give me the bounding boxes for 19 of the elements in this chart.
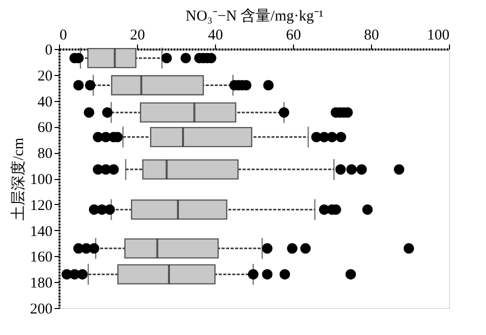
x-tick-label: 40 bbox=[208, 28, 223, 44]
y-axis-title: 土层深度/cm bbox=[10, 137, 27, 220]
y-tick-label: 160 bbox=[30, 250, 52, 266]
y-tick-label: 80 bbox=[38, 146, 52, 162]
x-tick-label: 80 bbox=[364, 28, 379, 44]
y-tick-label: 200 bbox=[30, 302, 52, 318]
x-tick-label: 60 bbox=[286, 28, 301, 44]
y-tick-label: 0 bbox=[45, 42, 52, 58]
x-tick-label: 20 bbox=[130, 28, 145, 44]
y-tick-label: 120 bbox=[30, 198, 52, 214]
y-tick-label: 20 bbox=[38, 68, 52, 84]
y-tick-label: 60 bbox=[38, 120, 52, 136]
y-tick-label: 100 bbox=[30, 172, 52, 188]
y-tick-label: 180 bbox=[30, 276, 52, 292]
x-tick-label: 0 bbox=[60, 28, 67, 44]
y-tick-label: 140 bbox=[30, 224, 52, 240]
x-axis-title: NO₃⁻−N 含量/mg·kg⁻¹ bbox=[186, 8, 324, 24]
y-tick-label: 40 bbox=[38, 94, 52, 110]
x-tick-label: 100 bbox=[427, 28, 450, 44]
